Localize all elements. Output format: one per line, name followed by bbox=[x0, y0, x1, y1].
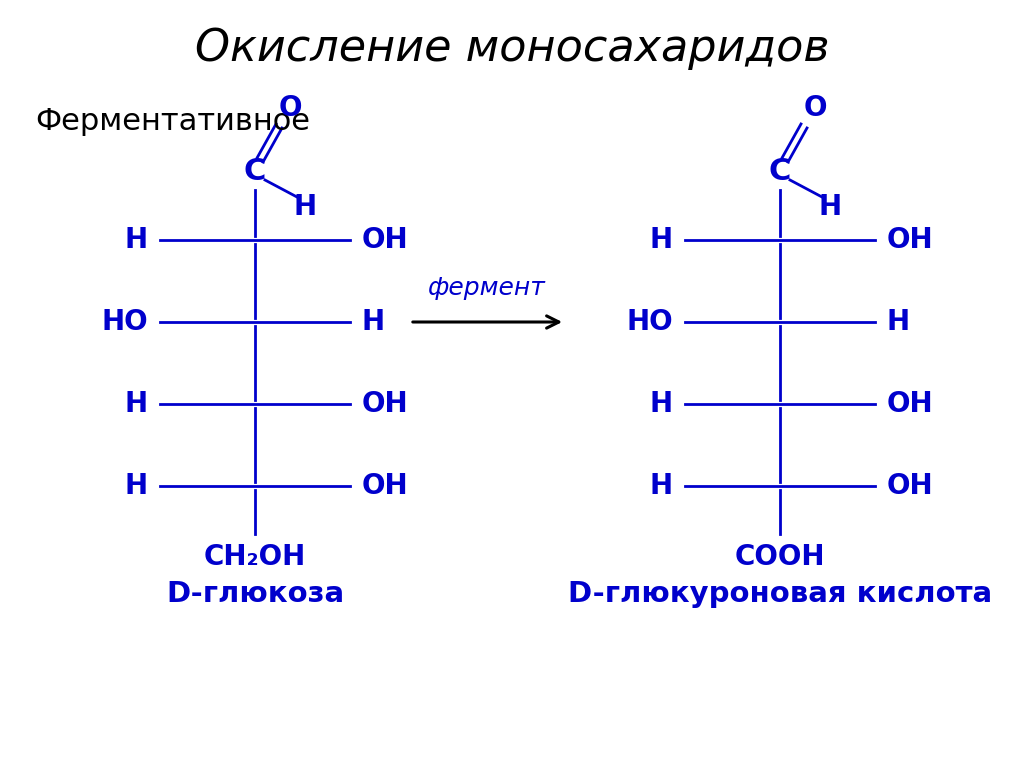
Text: COOH: COOH bbox=[735, 543, 825, 571]
Text: HO: HO bbox=[627, 308, 673, 336]
Text: H: H bbox=[362, 308, 385, 336]
Text: H: H bbox=[818, 193, 842, 221]
Text: OH: OH bbox=[887, 472, 934, 500]
Text: OH: OH bbox=[887, 226, 934, 254]
Text: фермент: фермент bbox=[428, 276, 546, 300]
Text: OH: OH bbox=[362, 226, 409, 254]
Text: Окисление моносахаридов: Окисление моносахаридов bbox=[195, 27, 829, 70]
Text: OH: OH bbox=[362, 472, 409, 500]
Text: H: H bbox=[125, 226, 148, 254]
Text: O: O bbox=[803, 94, 826, 122]
Text: H: H bbox=[125, 390, 148, 418]
Text: Ферментативное: Ферментативное bbox=[35, 107, 310, 136]
Text: H: H bbox=[294, 193, 316, 221]
Text: D-глюкуроновая кислота: D-глюкуроновая кислота bbox=[568, 580, 992, 608]
Text: OH: OH bbox=[362, 390, 409, 418]
Text: CH₂OH: CH₂OH bbox=[204, 543, 306, 571]
Text: C: C bbox=[769, 157, 792, 186]
Text: C: C bbox=[244, 157, 266, 186]
Text: H: H bbox=[125, 472, 148, 500]
Text: O: O bbox=[279, 94, 302, 122]
Text: H: H bbox=[650, 472, 673, 500]
Text: H: H bbox=[650, 390, 673, 418]
Text: OH: OH bbox=[887, 390, 934, 418]
Text: D-глюкоза: D-глюкоза bbox=[166, 580, 344, 608]
Text: H: H bbox=[650, 226, 673, 254]
Text: H: H bbox=[887, 308, 910, 336]
Text: HO: HO bbox=[101, 308, 148, 336]
